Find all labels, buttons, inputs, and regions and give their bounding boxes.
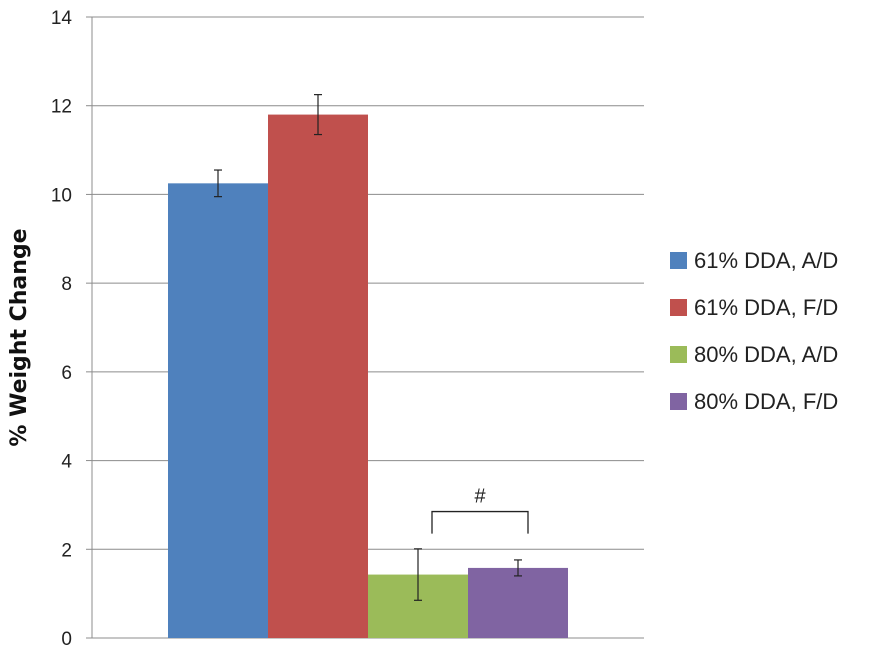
legend-label: 61% DDA, A/D: [694, 248, 838, 273]
legend-label: 80% DDA, A/D: [694, 342, 838, 367]
legend-swatch: [670, 346, 687, 363]
legend-label: 80% DDA, F/D: [694, 389, 838, 414]
significance-marker: #: [474, 486, 486, 508]
legend: 61% DDA, A/D 61% DDA, F/D 80% DDA, A/D 80% …: [670, 248, 838, 414]
y-tick-label: 12: [51, 97, 72, 118]
significance-annotation: #: [431, 486, 529, 534]
y-tick-label: 0: [61, 629, 72, 650]
bar: [468, 567, 568, 638]
bar: [268, 114, 368, 639]
significance-bracket: [431, 510, 529, 534]
y-tick-label: 2: [61, 540, 72, 561]
legend-swatch: [670, 252, 687, 269]
bar: [168, 183, 268, 638]
y-axis-ticks: 0 2 4 6 8 10 12 14: [51, 8, 92, 650]
y-tick-label: 10: [51, 185, 72, 206]
y-tick-label: 8: [61, 274, 72, 295]
legend-swatch: [670, 299, 687, 316]
error-bars: [214, 94, 522, 601]
legend-label: 61% DDA, F/D: [694, 295, 838, 320]
y-axis-label: % Weight Change: [7, 228, 32, 446]
y-tick-label: 4: [61, 452, 72, 473]
y-tick-label: 14: [51, 8, 73, 29]
legend-swatch: [670, 393, 687, 410]
bars: [168, 114, 568, 639]
y-tick-label: 6: [61, 363, 72, 384]
